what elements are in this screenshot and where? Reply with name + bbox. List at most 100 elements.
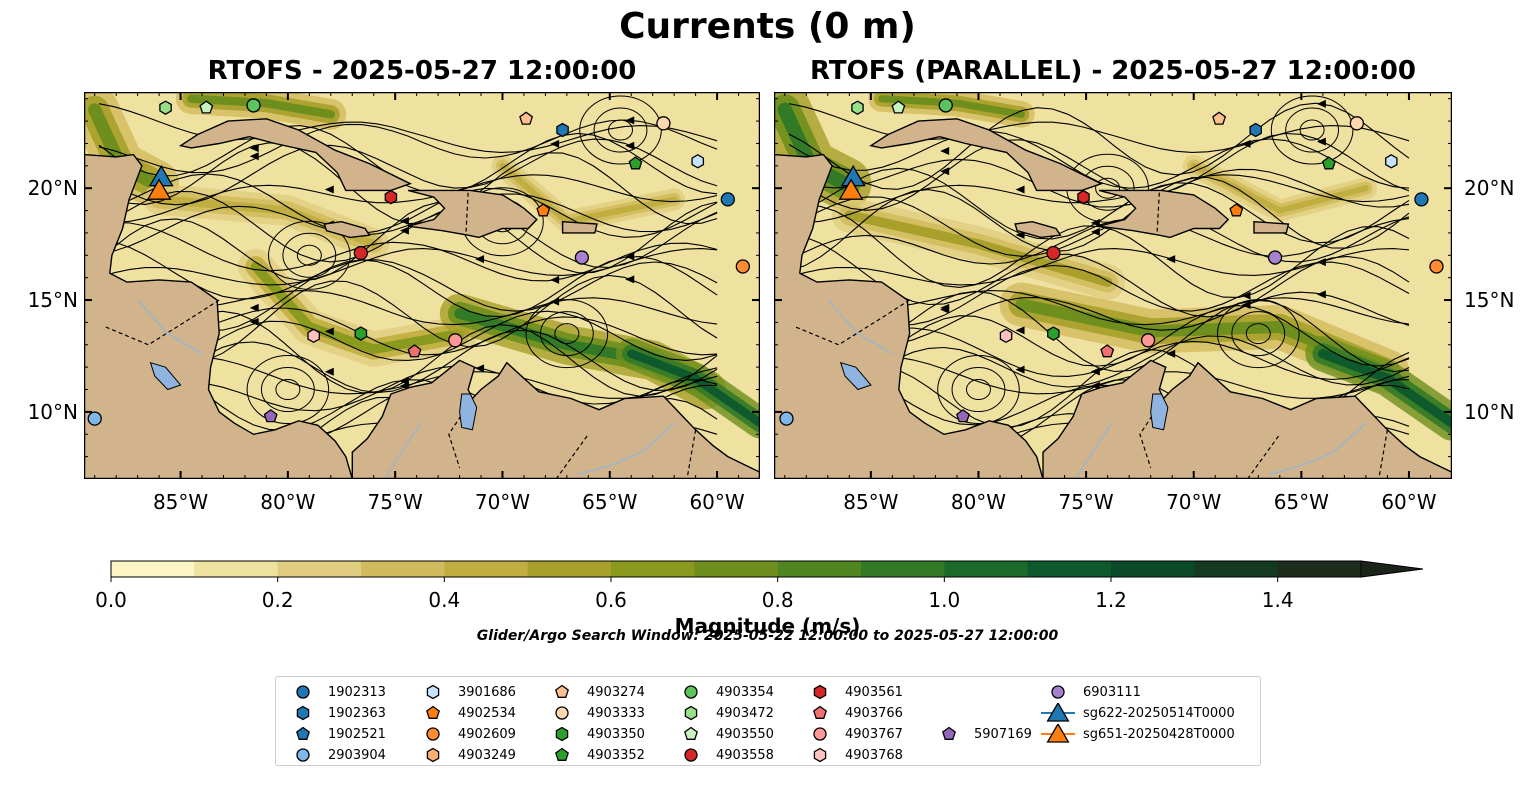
legend-label: 4902534 — [458, 705, 516, 721]
circle-icon — [296, 685, 310, 699]
colorbar-label: Magnitude (m/s) — [674, 614, 861, 638]
colorbar-tick-label: 0.0 — [95, 588, 127, 612]
colorbar-bin — [777, 561, 862, 577]
colorbar-bin — [444, 561, 529, 577]
float-marker — [851, 100, 864, 115]
panel-title-rtofs: RTOFS - 2025-05-27 12:00:00 — [207, 56, 637, 86]
legend-item: 2903904 — [286, 745, 386, 765]
legend-item: 4903550 — [674, 724, 774, 744]
colorbar-bin — [277, 561, 362, 577]
circle-icon — [555, 706, 569, 720]
circle-icon — [684, 685, 698, 699]
colorbar-tick-label: 0.2 — [261, 588, 294, 612]
float-marker — [1385, 154, 1398, 169]
float-marker — [574, 250, 590, 265]
float-marker — [938, 98, 953, 113]
lat-tick-label: 10°N — [27, 399, 78, 424]
figure-title: Currents (0 m) — [619, 6, 916, 47]
lon-tick-label: 85°W — [843, 490, 899, 514]
lon-tick-label: 70°W — [474, 490, 531, 514]
legend-label: 4903274 — [587, 684, 645, 700]
float-marker — [1321, 156, 1336, 170]
pentagon-icon — [684, 726, 698, 740]
triangle-icon — [1041, 724, 1075, 743]
legend-item: 1902521 — [286, 724, 386, 744]
circle-icon — [426, 727, 440, 741]
map-panel-rtofs-parallel — [774, 92, 1452, 479]
map-panel-rtofs — [84, 92, 760, 479]
circle-icon — [1051, 685, 1065, 699]
float-marker — [1249, 122, 1262, 138]
legend-label: 4903472 — [716, 705, 774, 721]
float-marker — [1077, 189, 1090, 205]
legend-item: 5907169 — [932, 724, 1032, 744]
lat-tick-label: 10°N — [1464, 399, 1515, 424]
float-marker — [1212, 111, 1227, 125]
legend-label: 1902363 — [328, 705, 386, 721]
pentagon-icon — [813, 705, 827, 719]
lon-tick-label: 85°W — [152, 490, 209, 514]
legend-item: sg622-20250514T0000 — [1041, 703, 1235, 723]
legend-item: 4903354 — [674, 682, 774, 702]
float-marker — [407, 344, 422, 358]
float-marker — [735, 259, 750, 274]
float-marker — [384, 189, 398, 205]
legend-item: 6903111 — [1041, 682, 1141, 702]
pentagon-icon — [426, 705, 440, 719]
float-marker — [354, 326, 368, 341]
colorbar-tick-label: 0.4 — [428, 588, 461, 612]
colorbar-tick-label: 1.2 — [1095, 588, 1127, 612]
legend-label: 4902609 — [458, 726, 516, 742]
colorbar-bin — [361, 561, 445, 577]
colorbar-bin — [527, 561, 612, 577]
float-marker — [656, 116, 671, 131]
hexagon-icon — [813, 747, 827, 763]
float-marker — [779, 411, 794, 426]
colorbar — [110, 560, 1424, 582]
panel-title-rtofs-parallel: RTOFS (PARALLEL) - 2025-05-27 12:00:00 — [810, 56, 1416, 86]
lon-tick-label: 80°W — [950, 490, 1007, 514]
circle-icon — [296, 748, 310, 762]
glider-marker — [146, 178, 172, 200]
lat-tick-label: 20°N — [27, 176, 78, 201]
float-marker — [159, 100, 172, 115]
legend-label: 4903352 — [587, 747, 645, 763]
float-marker — [720, 192, 735, 207]
float-marker — [307, 328, 320, 344]
legend: 1902313 1902363 1902521 2903904 3901686 49025… — [275, 676, 1261, 766]
legend-item: 4903274 — [545, 682, 645, 702]
legend-item: 4903558 — [674, 745, 774, 765]
float-marker — [999, 328, 1013, 344]
legend-label: 4903550 — [716, 726, 774, 742]
hexagon-icon — [426, 684, 440, 700]
lon-tick-label: 65°W — [1273, 490, 1329, 514]
legend-label: 6903111 — [1083, 684, 1141, 700]
float-marker — [519, 111, 534, 125]
lat-tick-label: 15°N — [1464, 288, 1515, 313]
legend-label: sg651-20250428T0000 — [1083, 726, 1235, 742]
float-marker — [1414, 192, 1429, 207]
lon-tick-label: 70°W — [1166, 490, 1222, 514]
lon-tick-label: 60°W — [689, 490, 745, 514]
hexagon-icon — [684, 705, 698, 721]
float-marker — [691, 154, 705, 169]
hexagon-icon — [426, 747, 440, 763]
colorbar-tick-label: 0.6 — [595, 588, 627, 612]
float-marker — [353, 245, 368, 261]
legend-label: 1902313 — [328, 684, 386, 700]
legend-label: 4903767 — [845, 726, 903, 742]
pentagon-icon — [555, 747, 569, 761]
legend-label: 5907169 — [974, 726, 1032, 742]
legend-item: 4903352 — [545, 745, 645, 765]
legend-label: 1902521 — [328, 726, 386, 742]
legend-item: 4903350 — [545, 724, 645, 744]
colorbar-bin — [611, 561, 695, 577]
legend-label: 4903354 — [716, 684, 774, 700]
colorbar-bin — [694, 561, 779, 577]
colorbar-bin — [944, 561, 1029, 577]
legend-item: 4902534 — [416, 703, 516, 723]
float-marker — [246, 98, 261, 113]
circle-icon — [813, 727, 827, 741]
pentagon-icon — [555, 684, 569, 698]
float-marker — [87, 411, 102, 426]
